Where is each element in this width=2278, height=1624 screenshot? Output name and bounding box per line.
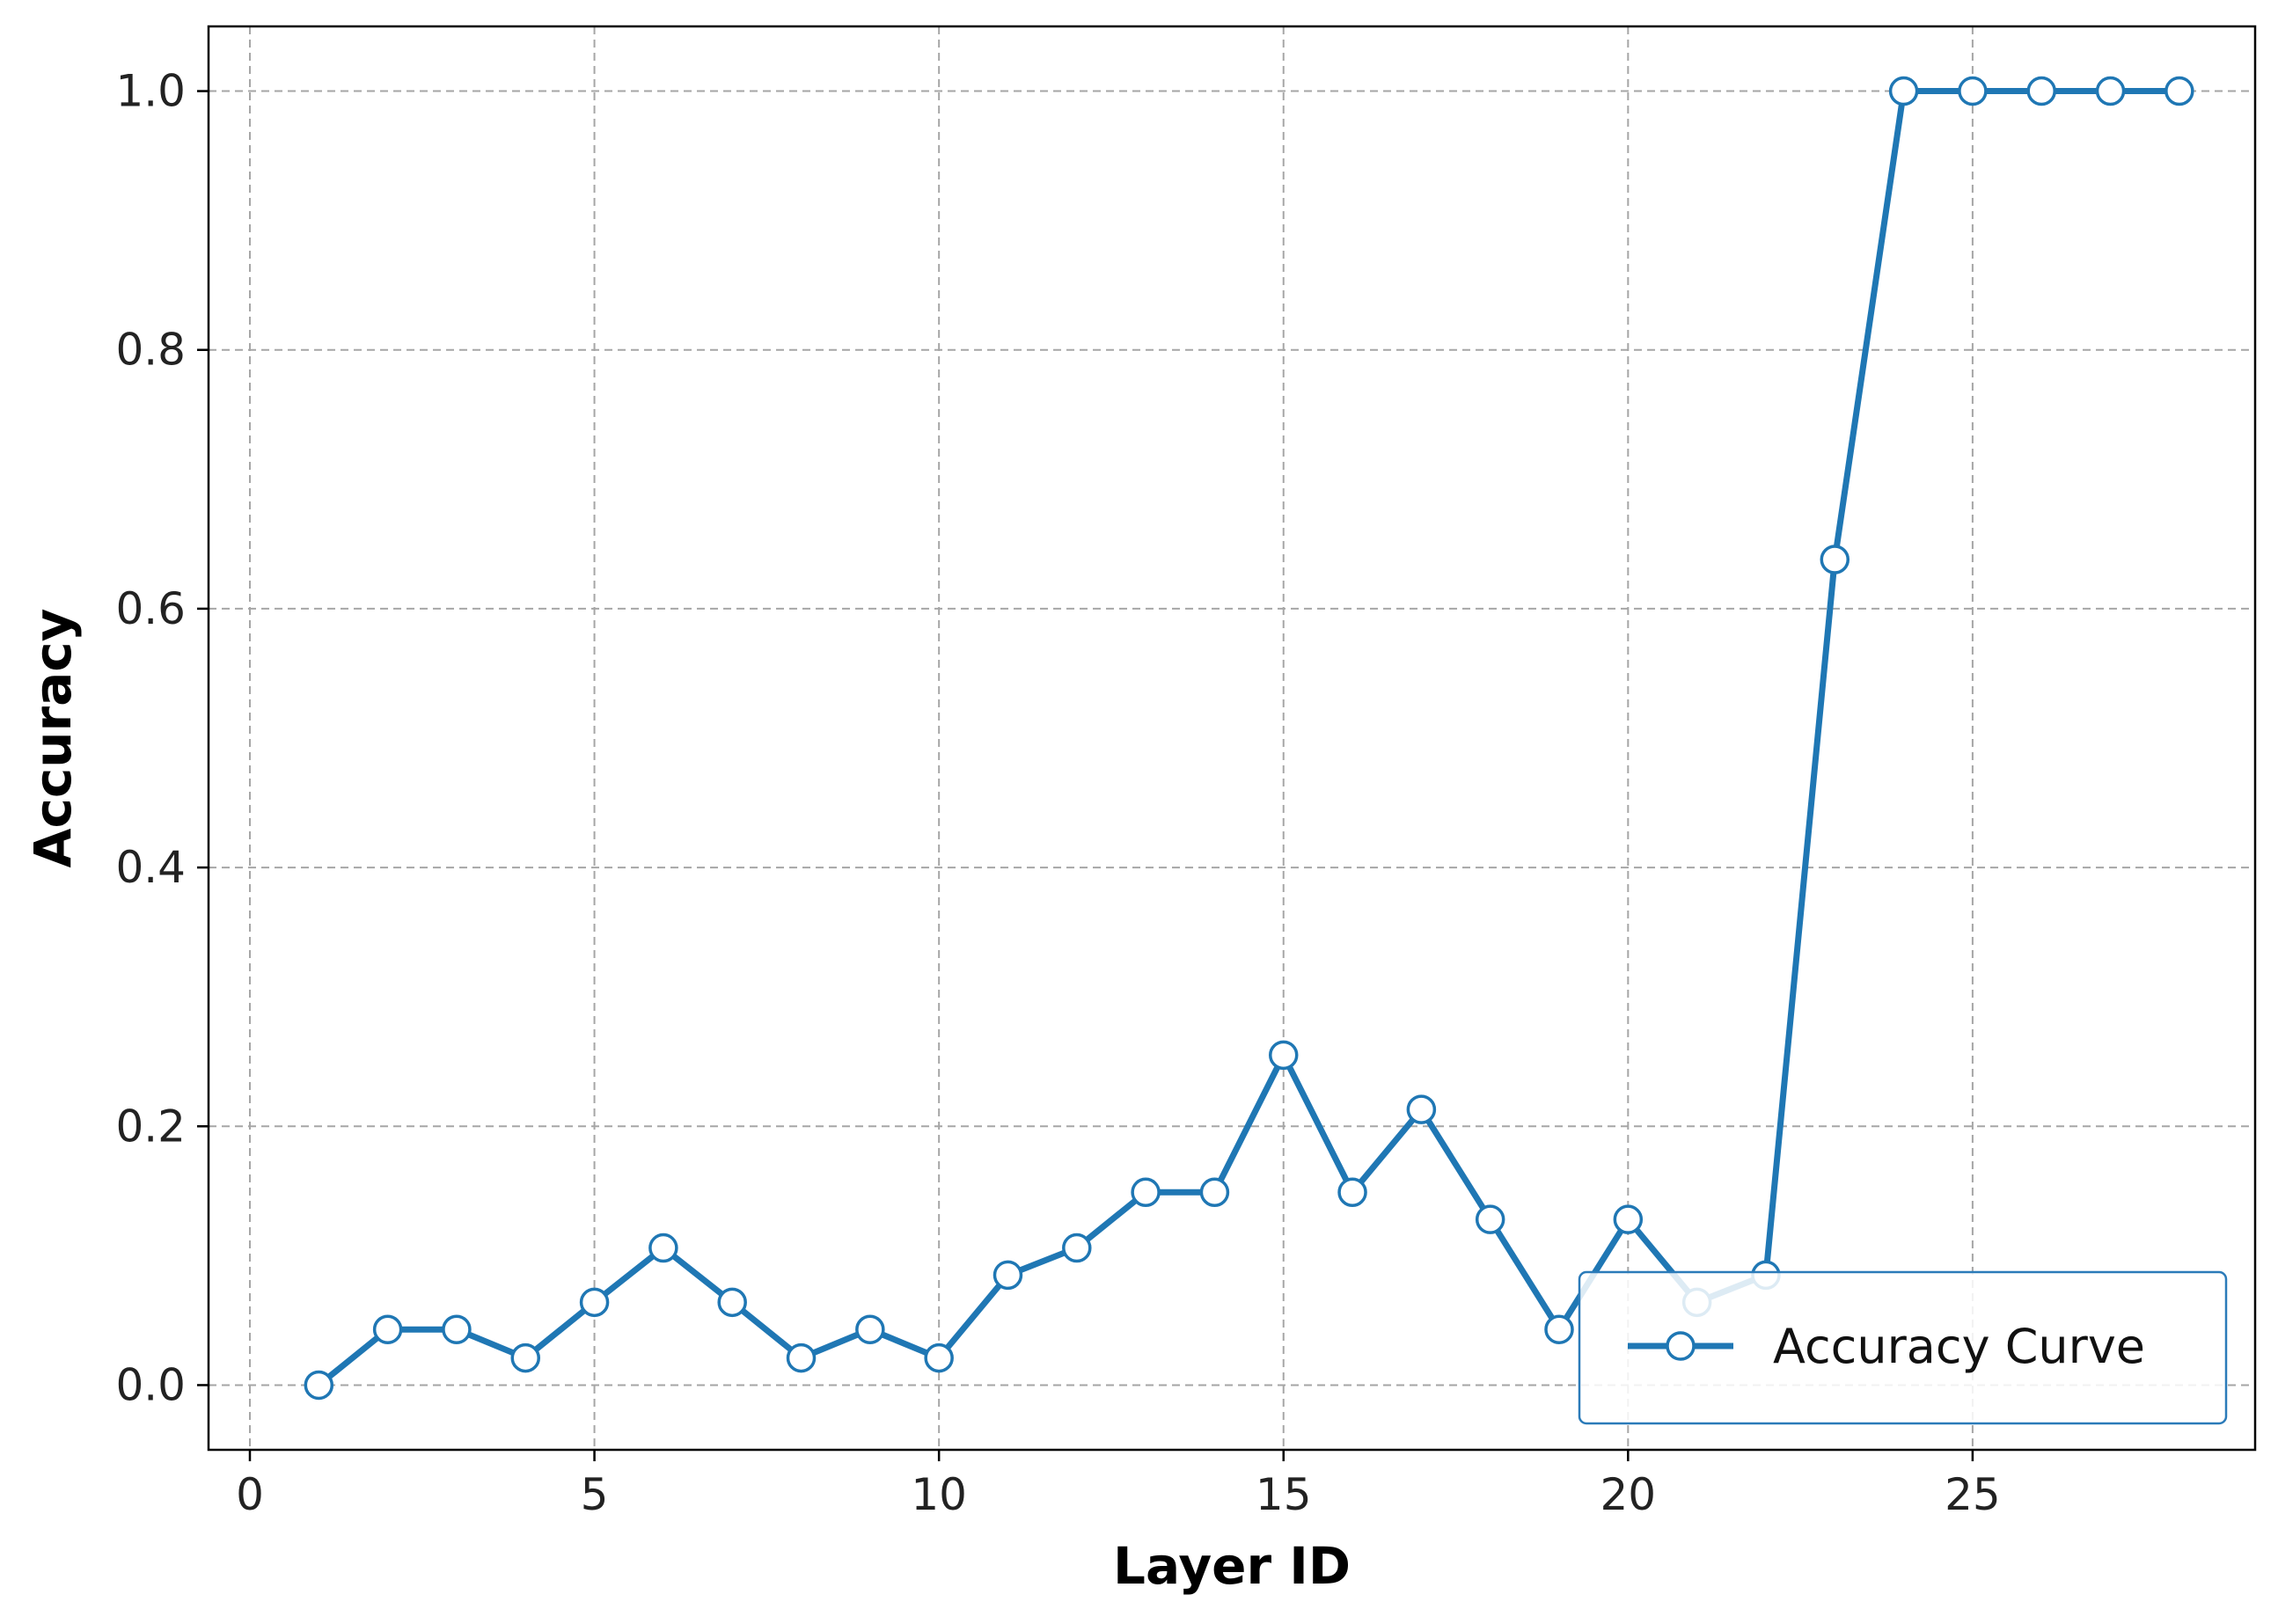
data-point [1475, 1204, 1505, 1234]
data-point [2164, 76, 2194, 106]
data-point [579, 1287, 610, 1318]
data-point [2026, 76, 2056, 106]
data-point [1613, 1204, 1644, 1234]
data-point [2095, 76, 2126, 106]
data-point [442, 1314, 472, 1344]
y-tick-label: 1.0 [115, 66, 186, 117]
legend-label: Accuracy Curve [1773, 1319, 2145, 1374]
data-point [304, 1370, 334, 1401]
data-point [1062, 1233, 1092, 1263]
data-point [1268, 1040, 1299, 1071]
legend-box [1578, 1270, 2228, 1425]
y-tick-label: 0.6 [115, 583, 186, 634]
x-axis-title: Layer ID [1113, 1536, 1351, 1596]
y-tick-label: 0.8 [115, 325, 186, 376]
y-tick-label: 0.4 [115, 842, 186, 893]
y-axis-title: Accuracy [23, 609, 83, 868]
data-point [1888, 76, 1919, 106]
axis-ticks: 0 5 10 15 20 25 0.0 0.2 0.4 0.6 0.8 1.0 [115, 66, 2000, 1520]
data-point [1337, 1177, 1367, 1208]
x-tick-label: 10 [911, 1469, 967, 1520]
data-point [855, 1314, 885, 1344]
data-point [717, 1287, 747, 1318]
data-point [1199, 1177, 1230, 1208]
plot-frame [207, 25, 2257, 1452]
y-tick-label: 0.2 [115, 1101, 186, 1152]
data-point [1131, 1177, 1161, 1208]
x-tick-label: 5 [581, 1469, 609, 1520]
legend-marker-swatch [1666, 1331, 1696, 1361]
data-point [648, 1233, 678, 1263]
x-tick-label: 20 [1600, 1469, 1657, 1520]
y-tick-label: 0.0 [115, 1359, 186, 1410]
legend: Accuracy Curve [1578, 1270, 2228, 1425]
data-point [1958, 76, 1988, 106]
x-tick-label: 25 [1945, 1469, 2001, 1520]
data-point [372, 1314, 403, 1344]
x-tick-label: 15 [1256, 1469, 1312, 1520]
data-point [1544, 1314, 1574, 1344]
data-point [1820, 545, 1850, 574]
data-point [924, 1342, 954, 1373]
x-tick-label: 0 [236, 1469, 264, 1520]
data-point [786, 1342, 817, 1373]
grid [209, 26, 2255, 1450]
data-point [510, 1342, 541, 1373]
series-line [315, 88, 2183, 1388]
data-point [1406, 1094, 1437, 1124]
data-point [993, 1260, 1023, 1291]
